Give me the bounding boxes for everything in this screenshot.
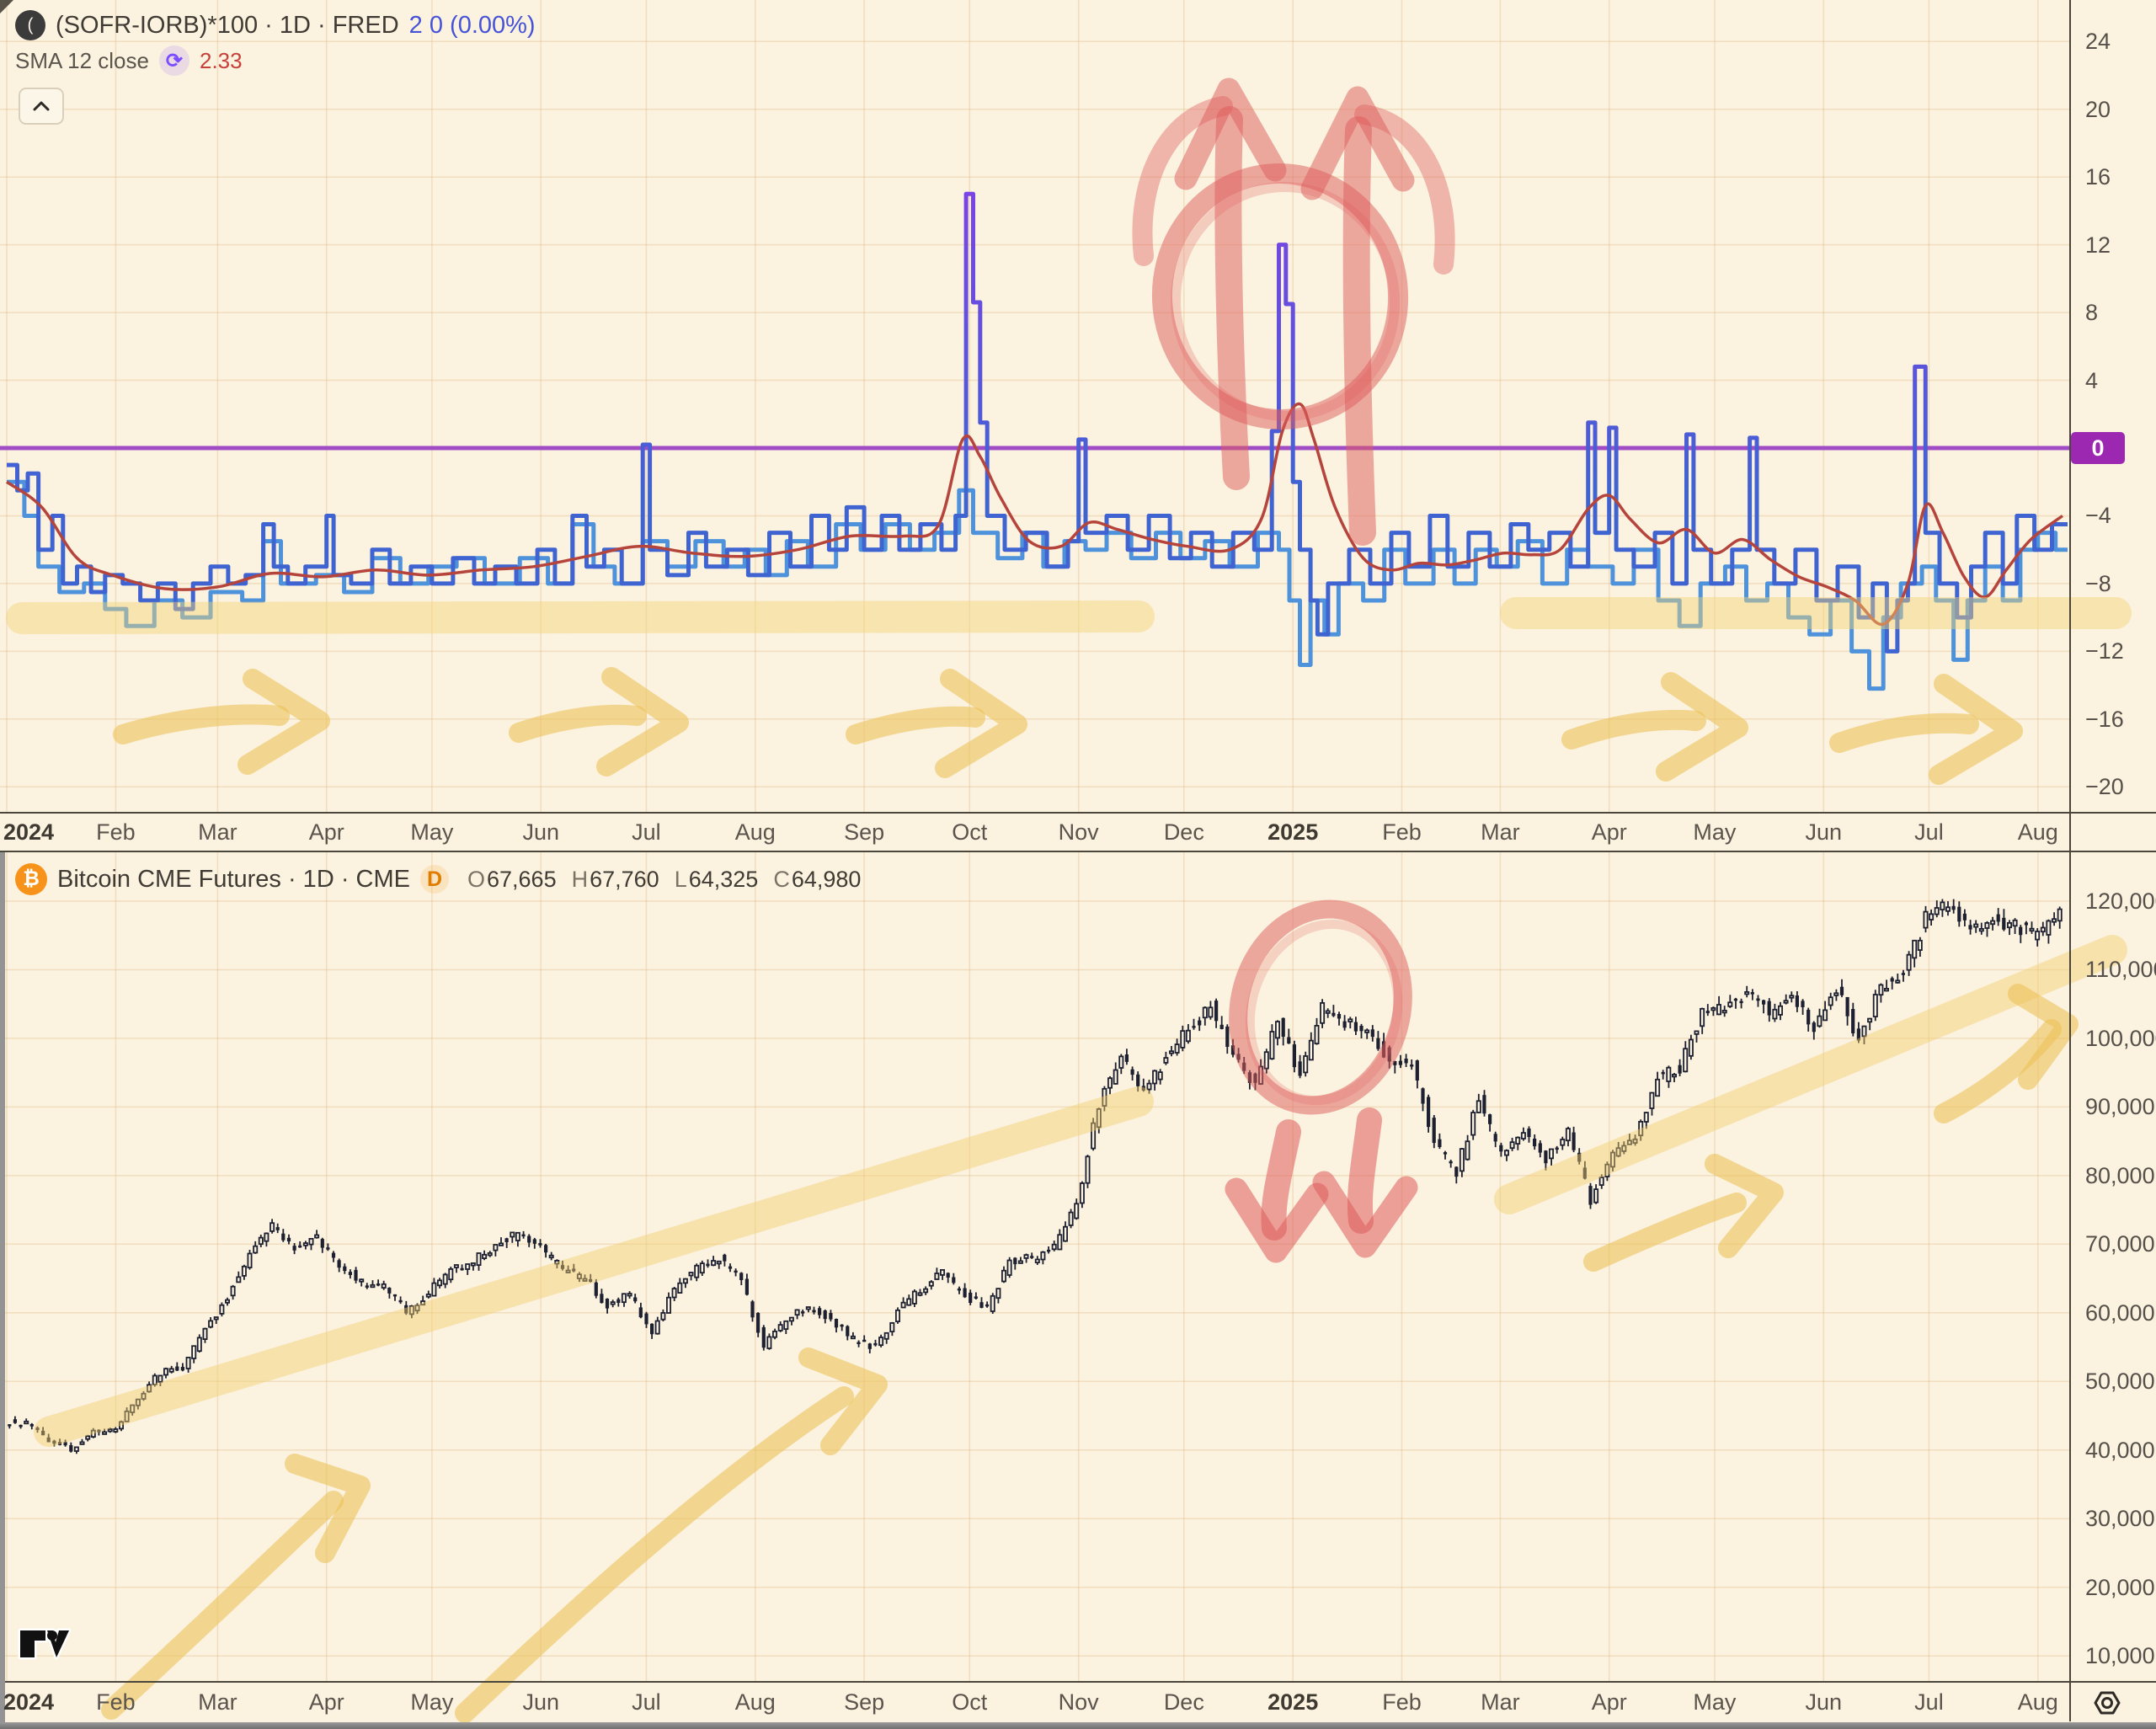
collapse-pane-button[interactable] bbox=[19, 88, 64, 125]
symbol-avatar-icon: ( bbox=[15, 10, 45, 40]
price-axis-label: 70,000 bbox=[2085, 1231, 2155, 1257]
time-axis-label: 2025 bbox=[1267, 1689, 1319, 1715]
time-axis-label: May bbox=[1693, 819, 1737, 845]
price-axis-label: −8 bbox=[2085, 570, 2111, 596]
pane1-time-axis[interactable]: 2024 Feb Mar Apr May Jun Jul Aug Sep Oct Nov Dec 202… bbox=[0, 814, 2156, 851]
time-axis-label: Dec bbox=[1163, 819, 1204, 845]
time-axis-label: May bbox=[1693, 1689, 1737, 1715]
time-axis-label: Jun bbox=[1805, 819, 1843, 845]
time-axis-label: Mar bbox=[1481, 819, 1520, 845]
price-axis-label: 8 bbox=[2085, 300, 2099, 326]
time-axis-label: Mar bbox=[1481, 1689, 1520, 1715]
price-axis-label: 4 bbox=[2085, 367, 2099, 393]
price-axis-border bbox=[2069, 0, 2071, 1721]
zero-price-badge: 0 bbox=[2071, 432, 2125, 464]
time-axis-label: Feb bbox=[96, 819, 136, 845]
time-axis-label: Feb bbox=[1382, 819, 1422, 845]
sma-indicator-label[interactable]: SMA 12 close bbox=[15, 47, 149, 73]
pane1-symbol-title[interactable]: (SOFR-IORB)*100 · 1D · FRED bbox=[56, 11, 399, 39]
price-axis-label: 50,000 bbox=[2085, 1369, 2155, 1395]
time-axis-label: Dec bbox=[1163, 1689, 1204, 1715]
pane2-legend: ₿ Bitcoin CME Futures · 1D · CME D O67,6… bbox=[15, 861, 861, 898]
price-axis-label: 24 bbox=[2085, 29, 2111, 55]
price-axis-label: 40,000 bbox=[2085, 1437, 2155, 1463]
time-axis-label: 2025 bbox=[1267, 819, 1319, 845]
time-axis-label: Aug bbox=[734, 819, 776, 845]
price-axis-label: −16 bbox=[2085, 706, 2124, 732]
time-axis-label: Nov bbox=[1058, 1689, 1099, 1715]
pane-settings-button[interactable] bbox=[2090, 1686, 2124, 1720]
pane2-symbol-title[interactable]: Bitcoin CME Futures · 1D · CME bbox=[57, 865, 410, 893]
time-axis-label: Feb bbox=[96, 1689, 136, 1715]
time-axis-label: Jun bbox=[522, 1689, 559, 1715]
time-axis-label: Apr bbox=[308, 819, 344, 845]
sync-loop-icon[interactable]: ⟳ bbox=[158, 45, 189, 76]
time-axis-label: Aug bbox=[2017, 1689, 2058, 1715]
pane1-bottom-border bbox=[0, 812, 2156, 814]
time-axis-label: May bbox=[410, 1689, 454, 1715]
price-axis-label: 110,000 bbox=[2085, 957, 2156, 983]
price-axis-label: −4 bbox=[2085, 503, 2111, 529]
time-axis-label: Apr bbox=[1591, 1689, 1627, 1715]
price-axis-label: 100,000 bbox=[2085, 1025, 2156, 1051]
price-axis-label: 80,000 bbox=[2085, 1162, 2155, 1188]
time-axis-label: Jun bbox=[522, 819, 559, 845]
window-bottom-edge bbox=[0, 1722, 2156, 1729]
time-axis-label: Apr bbox=[1591, 819, 1627, 845]
time-axis-label: Jun bbox=[1805, 1689, 1843, 1715]
time-axis-label: Sep bbox=[844, 1689, 885, 1715]
time-axis-label: Aug bbox=[734, 1689, 776, 1715]
interval-d-badge: D bbox=[419, 865, 449, 894]
price-axis-label: 90,000 bbox=[2085, 1094, 2155, 1120]
bitcoin-icon: ₿ bbox=[15, 863, 47, 895]
time-axis-label: Jul bbox=[632, 1689, 661, 1715]
price-axis-label: 10,000 bbox=[2085, 1643, 2155, 1669]
price-axis-label: 20,000 bbox=[2085, 1574, 2155, 1600]
time-axis-label: Oct bbox=[952, 1689, 988, 1715]
window-corner bbox=[0, 0, 13, 13]
time-axis-label: 2024 bbox=[3, 819, 55, 845]
time-axis-label: Aug bbox=[2017, 819, 2058, 845]
time-axis-label: Jul bbox=[1914, 1689, 1944, 1715]
hexagon-settings-icon bbox=[2094, 1691, 2121, 1715]
price-axis-label: −20 bbox=[2085, 774, 2124, 800]
pane2-bottom-border bbox=[0, 1681, 2156, 1683]
tradingview-logo[interactable] bbox=[17, 1624, 72, 1667]
price-axis-label: 120,000 bbox=[2085, 889, 2156, 914]
ohlc-readout: O67,665 H67,760 L64,325 C64,980 bbox=[467, 866, 862, 892]
price-axis-label: 60,000 bbox=[2085, 1299, 2155, 1326]
pane2-time-axis[interactable]: 2024 Feb Mar Apr May Jun Jul Aug Sep Oct Nov Dec 202… bbox=[0, 1684, 2156, 1721]
pane-separator[interactable] bbox=[0, 851, 2156, 852]
window-left-edge bbox=[0, 852, 5, 1722]
time-axis-label: May bbox=[410, 819, 454, 845]
sma-indicator-value: 2.33 bbox=[199, 47, 243, 73]
time-axis-label: Feb bbox=[1382, 1689, 1422, 1715]
time-axis-label: Jul bbox=[1914, 819, 1944, 845]
time-axis-label: 2024 bbox=[3, 1689, 55, 1715]
time-axis-label: Jul bbox=[632, 819, 661, 845]
price-axis-label: 20 bbox=[2085, 96, 2111, 122]
price-axis-label: 16 bbox=[2085, 164, 2111, 190]
time-axis-label: Oct bbox=[952, 819, 988, 845]
time-axis-label: Mar bbox=[198, 1689, 237, 1715]
pane1-symbol-values: 2 0 (0.00%) bbox=[408, 11, 536, 39]
time-axis-label: Apr bbox=[308, 1689, 344, 1715]
price-axis-label: −12 bbox=[2085, 638, 2124, 664]
chevron-up-icon bbox=[33, 101, 50, 111]
price-axis-label: 30,000 bbox=[2085, 1506, 2155, 1532]
time-axis-label: Mar bbox=[198, 819, 237, 845]
pane1-legend: ( (SOFR-IORB)*100 · 1D · FRED 2 0 (0.00%… bbox=[15, 7, 536, 77]
price-axis-label: 12 bbox=[2085, 232, 2111, 258]
time-axis-label: Nov bbox=[1058, 819, 1099, 845]
time-axis-label: Sep bbox=[844, 819, 885, 845]
